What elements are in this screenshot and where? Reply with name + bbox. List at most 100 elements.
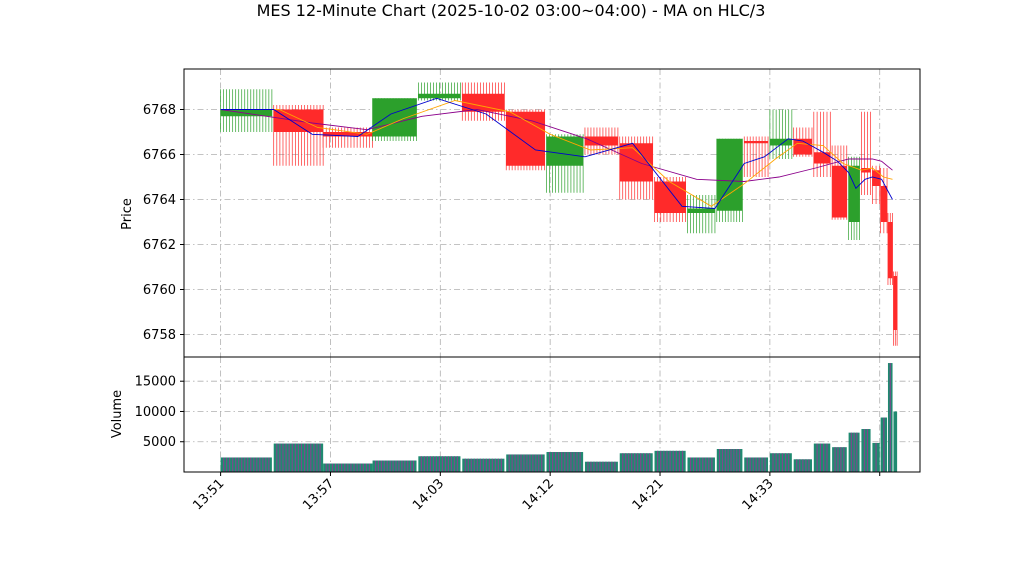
volume-bar-0 bbox=[220, 457, 272, 472]
candle-15-body bbox=[793, 138, 812, 155]
candle-19-body bbox=[861, 168, 871, 173]
volume-bar-18 bbox=[848, 432, 860, 472]
volume-bar-3 bbox=[372, 460, 417, 472]
volume-bar-15 bbox=[793, 459, 812, 472]
candle-5-body bbox=[462, 93, 505, 112]
candle-21-body bbox=[880, 186, 888, 222]
volume-tick-label-1: 10000 bbox=[135, 405, 176, 420]
x-tick-label-2: 14:03 bbox=[410, 476, 447, 513]
ma-slow-line bbox=[220, 109, 893, 182]
volume-grid bbox=[184, 357, 920, 472]
candle-19 bbox=[861, 111, 871, 195]
volume-bar-21 bbox=[880, 417, 888, 472]
volume-bar-5 bbox=[462, 458, 505, 472]
x-tick-label-3: 14:12 bbox=[520, 476, 557, 513]
candle-14 bbox=[769, 109, 793, 159]
candle-14-body bbox=[769, 138, 792, 146]
volume-bar-11-fill bbox=[687, 457, 715, 472]
volume-bar-9 bbox=[619, 453, 653, 472]
x-tick-label-0: 13:51 bbox=[190, 476, 227, 513]
candle-7 bbox=[546, 134, 584, 193]
volume-bar-6 bbox=[506, 454, 545, 472]
price-tick-label-2: 6762 bbox=[143, 238, 176, 253]
volume-bar-6-fill bbox=[506, 454, 545, 472]
candle-13-body bbox=[744, 141, 769, 144]
volume-bar-23 bbox=[893, 411, 898, 472]
candle-4-body bbox=[418, 93, 461, 99]
volume-bar-12-fill bbox=[716, 449, 743, 472]
candle-23-body bbox=[893, 276, 898, 330]
volume-bar-2 bbox=[323, 463, 373, 472]
volume-bar-12 bbox=[716, 449, 743, 472]
candle-3 bbox=[372, 98, 417, 141]
price-tick-label-3: 6764 bbox=[143, 193, 176, 208]
candle-22-body bbox=[887, 222, 893, 279]
x-tick-label-1: 13:57 bbox=[300, 476, 337, 513]
price-y-axis-label: Price bbox=[120, 198, 135, 230]
volume-bar-10 bbox=[654, 450, 686, 472]
candle-10-body bbox=[654, 181, 686, 213]
candle-9 bbox=[619, 136, 654, 200]
volume-bar-9-fill bbox=[619, 453, 653, 472]
volume-bar-14 bbox=[769, 453, 792, 472]
candle-7-body bbox=[546, 136, 584, 166]
volume-bar-19-fill bbox=[861, 429, 871, 472]
x-tick-label-4: 14:21 bbox=[630, 476, 667, 513]
candle-18-body bbox=[848, 165, 860, 222]
price-tick-label-5: 6768 bbox=[143, 103, 176, 118]
candle-4 bbox=[417, 82, 461, 101]
chart-title: MES 12-Minute Chart (2025-10-02 03:00~04… bbox=[257, 1, 766, 20]
volume-bar-19 bbox=[861, 429, 871, 472]
volume-bar-17-fill bbox=[832, 447, 847, 472]
price-tick-label-1: 6760 bbox=[143, 283, 176, 298]
candle-17 bbox=[831, 145, 848, 220]
candle-3-body bbox=[372, 98, 417, 137]
volume-bar-22 bbox=[887, 363, 893, 472]
candle-16 bbox=[813, 111, 831, 177]
volume-bar-16 bbox=[813, 443, 831, 472]
x-tick-label-5: 14:33 bbox=[740, 476, 777, 513]
candle-8-body bbox=[584, 136, 618, 146]
volume-bar-17 bbox=[832, 447, 847, 472]
ma-medium-line bbox=[220, 100, 893, 207]
volume-bar-1 bbox=[273, 443, 324, 472]
candle-10 bbox=[654, 177, 687, 222]
volume-tick-label-0: 5000 bbox=[143, 435, 176, 450]
volume-bar-8 bbox=[584, 461, 618, 472]
volume-panel-frame bbox=[183, 356, 921, 473]
volume-bars bbox=[220, 363, 898, 472]
volume-bar-16-fill bbox=[813, 443, 831, 472]
volume-bar-7 bbox=[546, 452, 584, 472]
candle-15 bbox=[793, 127, 813, 157]
candle-2-body bbox=[323, 132, 373, 137]
candle-17-body bbox=[832, 165, 847, 218]
volume-bar-20 bbox=[872, 442, 880, 472]
ma-fast-line bbox=[220, 97, 893, 209]
volume-bar-11 bbox=[687, 457, 715, 472]
volume-y-axis: 5000 10000 15000 bbox=[135, 375, 184, 450]
volume-bar-14-fill bbox=[769, 453, 792, 472]
volume-bar-23-fill bbox=[893, 411, 898, 472]
candle-18 bbox=[848, 156, 860, 240]
volume-bar-0-fill bbox=[220, 457, 272, 472]
price-y-axis: 6758 6760 6762 6764 6766 6768 bbox=[143, 103, 184, 343]
price-tick-label-4: 6766 bbox=[143, 148, 176, 163]
volume-bar-13 bbox=[744, 457, 769, 472]
candle-5 bbox=[461, 82, 505, 121]
volume-bar-3-fill bbox=[372, 460, 417, 472]
candle-6 bbox=[505, 109, 546, 171]
candle-11-body bbox=[687, 208, 715, 213]
volume-y-axis-label: Volume bbox=[110, 390, 125, 438]
price-tick-label-0: 6758 bbox=[143, 328, 176, 343]
candle-23 bbox=[893, 271, 898, 346]
candle-16-body bbox=[813, 152, 831, 164]
price-moving-averages bbox=[220, 97, 893, 209]
volume-bar-4 bbox=[418, 456, 461, 472]
volume-bar-8-fill bbox=[584, 461, 618, 472]
price-candles bbox=[220, 82, 898, 346]
candle-22 bbox=[887, 213, 893, 285]
candle-11 bbox=[687, 195, 716, 234]
volume-tick-label-2: 15000 bbox=[135, 375, 176, 390]
